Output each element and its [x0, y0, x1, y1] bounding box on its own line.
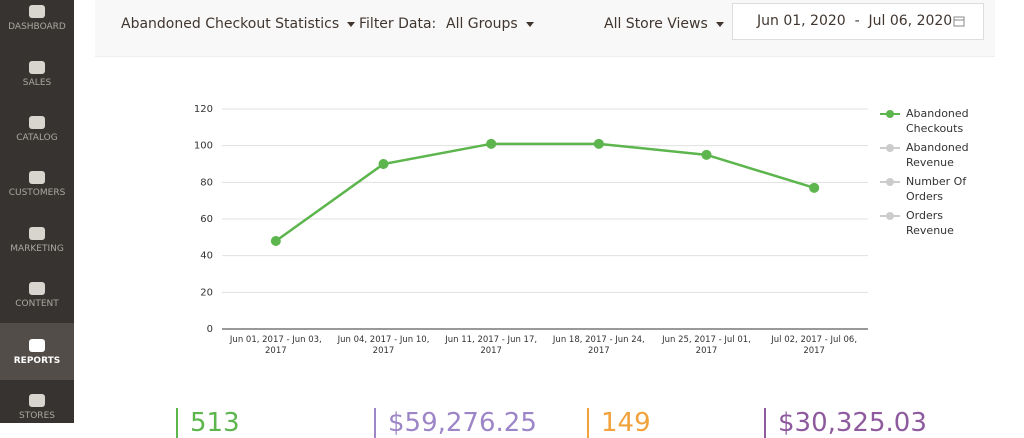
nav-item[interactable]: CATALOG: [16, 133, 58, 143]
x-tick-label: Jun 04, 2017 - Jun 10, 2017: [337, 335, 430, 356]
page: DASHBOARD SALES CATALOG CUSTOMERS MARKETING C…: [0, 0, 1024, 423]
nav-icon: [29, 5, 45, 18]
legend-entry[interactable]: Abandoned Checkouts: [906, 107, 969, 135]
date-picker[interactable]: Jun 01, 2020 - Jul 06, 2020: [732, 3, 984, 40]
point: [378, 159, 389, 169]
nav-item[interactable]: STORES: [19, 411, 55, 421]
legend-entry[interactable]: Number Of Orders: [906, 175, 967, 203]
y-tick-label: 120: [194, 104, 213, 115]
nav-item[interactable]: CONTENT: [15, 299, 59, 309]
nav-icon: [29, 171, 45, 184]
y-tick-label: 0: [207, 324, 213, 335]
x-tick-label: Jun 11, 2017 - Jun 17, 2017: [445, 335, 538, 356]
nav-item[interactable]: REPORTS: [13, 356, 61, 366]
legend-dot: [886, 110, 894, 118]
y-tick-label: 20: [200, 287, 213, 298]
date-range[interactable]: Jun 01, 2020 - Jul 06, 2020: [757, 13, 953, 29]
nav-icon: [29, 61, 45, 74]
total-value: 149: [587, 408, 651, 438]
total-value: 513: [176, 408, 240, 438]
nav-icon: [29, 339, 45, 352]
y-tick-label: 40: [200, 251, 213, 262]
total-value: $30,325.03: [764, 408, 927, 438]
nav-item[interactable]: CUSTOMERS: [8, 188, 66, 198]
point: [270, 236, 281, 246]
x-tick-label: Jun 18, 2017 - Jun 24, 2017: [552, 335, 645, 356]
series-line: [275, 142, 815, 243]
total-value: $59,276.25: [374, 408, 537, 438]
legend-entry[interactable]: Abandoned Revenue: [906, 141, 969, 169]
legend-dot: [886, 144, 894, 152]
point: [809, 182, 820, 193]
legend-entry[interactable]: Orders Revenue: [906, 209, 954, 237]
nav-item[interactable]: SALES: [22, 78, 52, 88]
nav-icon: [29, 282, 45, 295]
point: [593, 138, 604, 149]
x-tick-label: Jun 25, 2017 - Jul 01, 2017: [662, 335, 751, 356]
nav-icon: [29, 394, 45, 407]
legend-dot: [886, 178, 894, 186]
chart: 0 20 40 60 80 100 120: [194, 104, 900, 335]
report-select[interactable]: Abandoned Checkout Statistics: [121, 16, 355, 32]
nav-item[interactable]: DASHBOARD: [8, 22, 66, 32]
y-tick-label: 60: [200, 214, 213, 225]
legend-dot: [886, 212, 894, 220]
calendar-icon: [953, 16, 965, 27]
nav-icon: [29, 227, 45, 240]
point: [701, 149, 712, 160]
filter-label: Filter Data:: [359, 16, 437, 32]
nav-item[interactable]: MARKETING: [10, 244, 64, 254]
y-tick-label: 80: [200, 177, 213, 188]
group-select[interactable]: All Groups: [446, 16, 534, 32]
sidebar: DASHBOARD SALES CATALOG CUSTOMERS MARKETING C…: [0, 0, 74, 423]
nav-icon: [29, 116, 45, 129]
y-tick-label: 100: [194, 141, 213, 152]
x-tick-label: Jun 01, 2017 - Jun 03, 2017: [229, 335, 322, 356]
store-select[interactable]: All Store Views: [604, 16, 724, 32]
x-tick-label: Jul 02, 2017 - Jul 06, 2017: [771, 335, 858, 356]
point: [486, 138, 497, 149]
